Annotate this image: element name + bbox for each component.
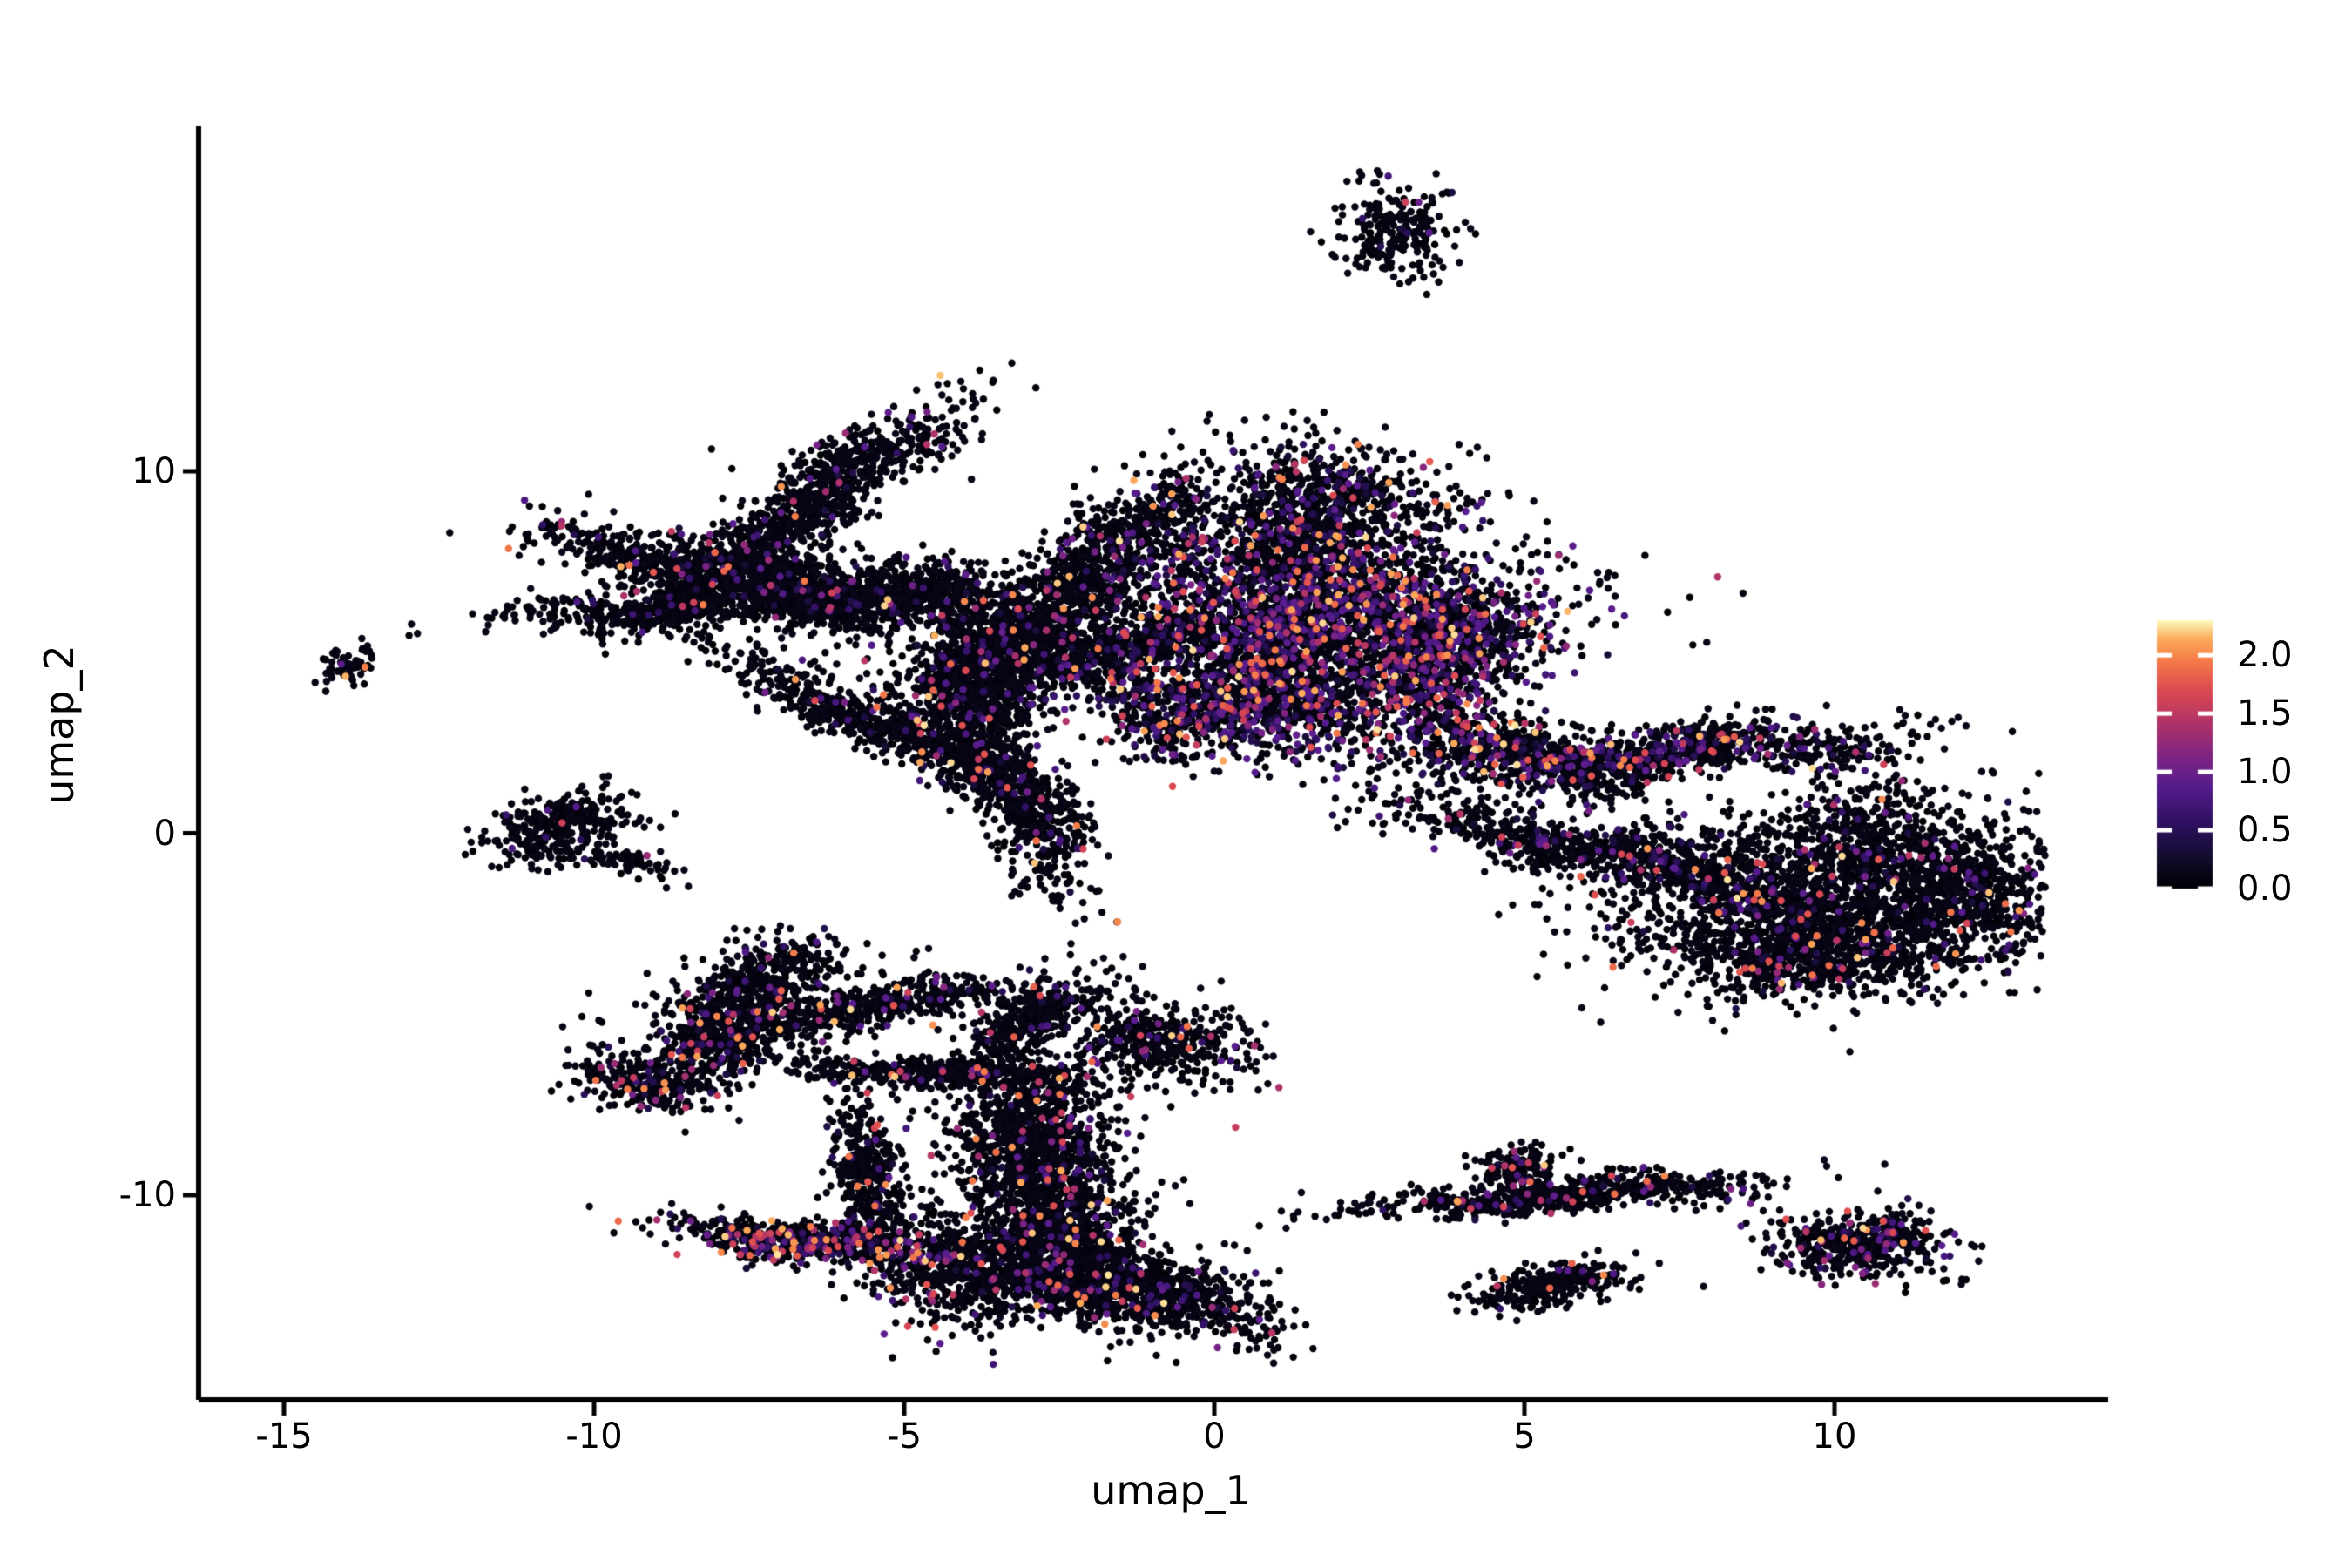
x-tick-label: 0	[1203, 1416, 1226, 1456]
colorbar-tick-label: 0.0	[2237, 868, 2293, 909]
y-tick-label: 10	[132, 451, 176, 491]
colorbar-tick-label: 2.0	[2237, 635, 2293, 676]
y-tick-label: 0	[153, 813, 176, 854]
x-tick-label: -5	[887, 1416, 922, 1456]
x-tick-label: -15	[255, 1416, 313, 1456]
y-tick-label: -10	[118, 1175, 176, 1215]
x-tick-label: -10	[565, 1416, 623, 1456]
x-axis-label: umap_1	[1091, 1467, 1251, 1514]
colorbar-tick-label: 1.0	[2237, 752, 2293, 793]
x-tick-label: 10	[1812, 1416, 1857, 1456]
colorbar-tick-label: 0.5	[2237, 810, 2293, 851]
x-tick-label: 5	[1513, 1416, 1536, 1456]
y-axis-label: umap_2	[36, 645, 83, 805]
colorbar-tick-label: 1.5	[2237, 693, 2293, 734]
